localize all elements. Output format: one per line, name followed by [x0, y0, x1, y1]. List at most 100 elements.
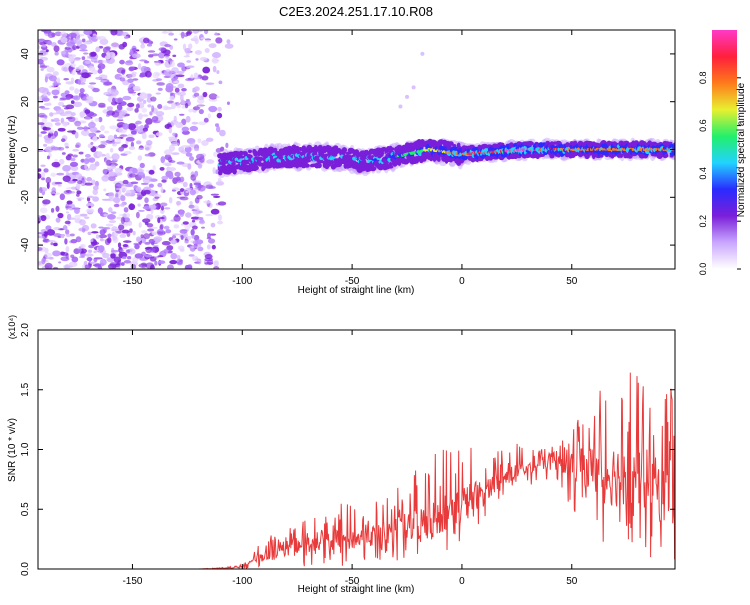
heatmap-noise-cell: [153, 236, 163, 242]
heatmap-x-tick-label: 0: [459, 276, 465, 287]
heatmap-noise-cell: [144, 241, 151, 245]
heatmap-noise-cell: [112, 197, 121, 203]
heatmap-noise-cell: [43, 93, 47, 97]
heatmap-noise-cell: [100, 140, 109, 144]
snr-x-ticks: -150 -100 -50 0 50: [122, 330, 578, 587]
heatmap-noise-cell: [47, 31, 55, 39]
heatmap-noise-cell: [207, 113, 211, 119]
heatmap-noise-cell: [181, 88, 187, 92]
heatmap-noise-cell: [103, 130, 110, 134]
heatmap-noise-cell: [41, 177, 46, 181]
heatmap-noise-cell: [128, 146, 136, 151]
heatmap-noise-cell: [139, 92, 147, 100]
heatmap-noise-cell: [113, 256, 122, 264]
snr-y-ticks: 0.0 0.5 1.0 1.5 2.0: [20, 323, 675, 576]
heatmap-noise-cell: [219, 129, 226, 137]
heatmap-noise-cell: [91, 241, 100, 246]
heatmap-noise-cell: [164, 43, 171, 48]
heatmap-noise-cell: [176, 161, 185, 165]
heatmap-noise-cell: [189, 245, 199, 249]
heatmap-noise-cell: [142, 99, 147, 104]
heatmap-noise-cell: [217, 177, 222, 182]
heatmap-noise-cell: [138, 169, 145, 173]
colorbar-tick-label: 0.0: [698, 263, 708, 276]
heatmap-noise-cell: [140, 43, 146, 49]
heatmap-noise-cell: [129, 228, 133, 233]
heatmap-noise-cell: [135, 211, 140, 219]
heatmap-noise-cell: [189, 201, 193, 206]
heatmap-noise-cell: [137, 155, 143, 161]
heatmap-noise-cell: [144, 145, 151, 152]
heatmap-noise-cell: [65, 229, 70, 235]
heatmap-noise-cell: [86, 202, 95, 208]
heatmap-noise-cell: [40, 171, 46, 178]
heatmap-noise-cell: [70, 165, 79, 172]
heatmap-noise-cell: [158, 47, 167, 52]
heatmap-noise-cell: [211, 52, 221, 59]
heatmap-noise-cell: [175, 200, 182, 206]
heatmap-noise-cell: [84, 153, 91, 158]
heatmap-ridge-cell: [508, 142, 514, 148]
heatmap-ridge-cell: [247, 149, 253, 154]
heatmap-noise-cell: [53, 117, 60, 122]
heatmap-y-tick-label: 20: [20, 96, 31, 108]
snr-panel: -150 -100 -50 0 50 0.0 0.5 1.0 1.5 2.0 Height of…: [7, 315, 676, 595]
heatmap-noise-cell: [176, 102, 182, 109]
heatmap-ridge-cell: [500, 144, 507, 149]
heatmap-noise-cell: [205, 213, 214, 217]
heatmap-noise-cell: [177, 83, 185, 89]
heatmap-noise-cell: [190, 216, 200, 220]
heatmap-noise-cell: [151, 231, 158, 236]
colorbar-tick-label: 0.4: [698, 167, 708, 180]
snr-x-tick-label: -150: [122, 576, 142, 587]
heatmap-harmonic-cell: [420, 51, 425, 56]
heatmap-noise-cell: [197, 138, 202, 143]
heatmap-noise-cell: [54, 51, 59, 56]
heatmap-noise-cell: [38, 173, 42, 180]
heatmap-noise-cell: [210, 193, 220, 196]
heatmap-noise-cell: [103, 74, 108, 78]
heatmap-noise-cell: [93, 257, 98, 263]
heatmap-noise-cell: [64, 90, 70, 95]
heatmap-noise-cell: [154, 260, 158, 266]
heatmap-noise-cell: [133, 242, 139, 246]
snr-y-tick-label: 0.5: [20, 502, 31, 516]
heatmap-noise-cell: [42, 143, 48, 147]
heatmap-noise-cell: [142, 127, 149, 132]
heatmap-noise-cell: [194, 50, 203, 55]
heatmap-noise-cell: [198, 219, 206, 225]
heatmap-noise-cell: [103, 188, 107, 192]
heatmap-noise-cell: [200, 37, 206, 40]
heatmap-noise-cell: [116, 104, 123, 111]
heatmap-noise-cell: [192, 106, 200, 111]
heatmap-noise-cell: [98, 116, 103, 123]
heatmap-noise-cell: [97, 59, 104, 64]
heatmap-noise-cell: [38, 235, 46, 239]
heatmap-noise-cell: [74, 214, 82, 219]
heatmap-noise-cell: [207, 238, 216, 244]
heatmap-noise-cell: [170, 239, 177, 245]
heatmap-noise-cell: [127, 85, 132, 88]
heatmap-noise-cell: [144, 70, 152, 78]
heatmap-noise-cell: [131, 53, 141, 59]
heatmap-noise-cell: [94, 118, 100, 122]
heatmap-noise-cell: [202, 91, 208, 98]
heatmap-noise-cell: [194, 187, 199, 190]
heatmap-ridge-cell: [383, 160, 389, 165]
heatmap-noise-cell: [50, 146, 60, 151]
heatmap-noise-cell: [182, 181, 188, 188]
heatmap-noise-cell: [126, 106, 134, 112]
heatmap-noise-cell: [55, 108, 65, 115]
colorbar: 0.0 0.2 0.4 0.6 0.8 Normalized spectral ampl…: [698, 30, 747, 275]
heatmap-noise-cell: [148, 183, 154, 188]
heatmap-noise-cell: [124, 184, 134, 188]
heatmap-noise-cell: [189, 156, 194, 161]
heatmap-noise-cell: [144, 153, 151, 157]
heatmap-noise-cell: [44, 247, 49, 254]
heatmap-noise-cell: [186, 187, 193, 190]
heatmap-noise-cell: [119, 59, 125, 65]
heatmap-noise-cell: [154, 256, 160, 259]
heatmap-noise-cell: [129, 173, 137, 178]
heatmap-noise-cell: [97, 63, 106, 70]
